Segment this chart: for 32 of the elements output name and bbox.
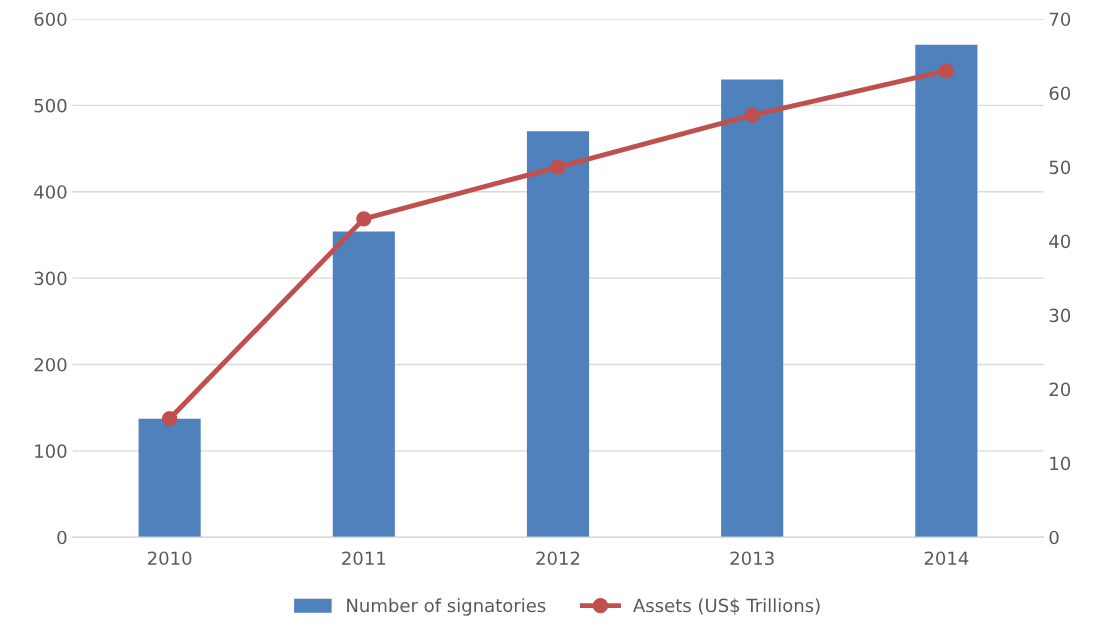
point	[744, 107, 760, 123]
bar	[526, 131, 590, 538]
y2-tick-label: 60	[1049, 86, 1071, 101]
y-tick-label: 100	[35, 444, 67, 458]
bar	[915, 44, 978, 538]
legend-label: Assets (US$ Trillions)	[633, 598, 820, 615]
y2-tick-label: 70	[1049, 12, 1071, 27]
bar	[332, 231, 395, 538]
x-tick-label: 2013	[730, 551, 774, 566]
y2-tick-label: 30	[1049, 308, 1071, 323]
point	[356, 211, 372, 227]
y-tick-label: 400	[34, 185, 67, 199]
y-tick-label: 600	[34, 12, 67, 27]
y2-tick-label: 10	[1050, 456, 1071, 471]
y-tick-label: 0	[57, 530, 67, 545]
x-tick-label: 2011	[342, 551, 386, 566]
point	[938, 63, 955, 79]
legend-label: Number of signatories	[347, 598, 546, 616]
y2-tick-label: 20	[1049, 382, 1071, 397]
y2-tick-label: 40	[1049, 234, 1071, 249]
y2-tick-label: 50	[1049, 160, 1071, 175]
x-tick-label: 2014	[924, 551, 969, 566]
bar	[138, 418, 201, 538]
y-tick-label: 500	[34, 98, 67, 113]
bar	[721, 79, 784, 538]
y-tick-label: 200	[34, 357, 67, 372]
y-tick-label: 300	[34, 271, 67, 286]
x-tick-label: 2010	[147, 551, 192, 566]
y2-tick-label: 0	[1049, 530, 1059, 545]
point	[550, 159, 566, 175]
x-tick-label: 2012	[536, 551, 580, 566]
point	[161, 411, 178, 427]
